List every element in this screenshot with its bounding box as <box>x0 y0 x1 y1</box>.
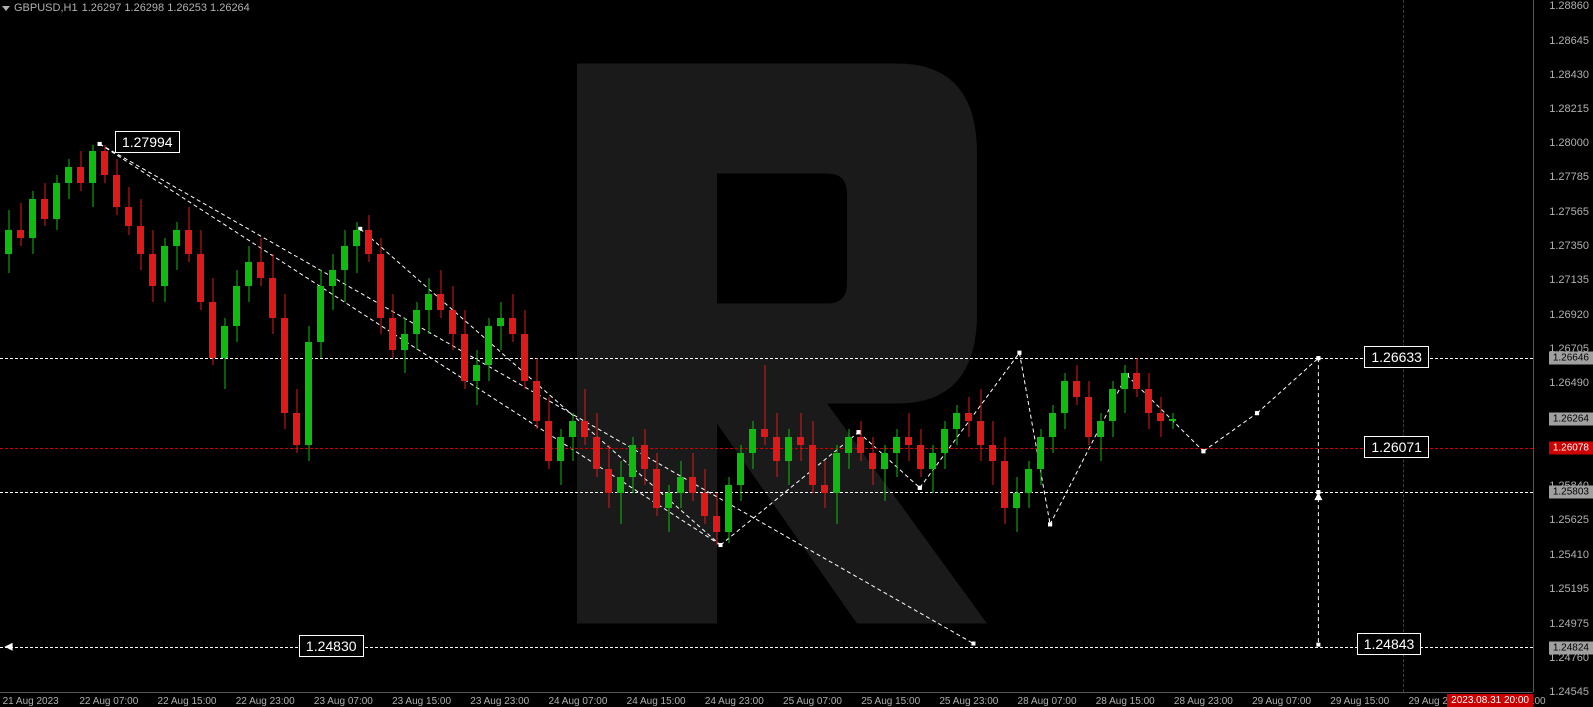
y-axis-tick-label: 1.24975 <box>1549 618 1589 630</box>
y-axis-price-marker: 1.26078 <box>1549 442 1593 455</box>
x-axis-tick-label: 22 Aug 07:00 <box>79 696 138 707</box>
y-axis-tick-label: 1.25195 <box>1549 583 1589 595</box>
x-axis-tick-label: 25 Aug 15:00 <box>861 696 920 707</box>
y-axis-price-marker: 1.26646 <box>1549 352 1593 365</box>
price-label-box: 1.24830 <box>299 635 364 657</box>
x-axis: 21 Aug 2023 22 Aug 07:00 22 Aug 15:00 22 Au… <box>0 692 1533 707</box>
y-axis-tick-label: 1.26920 <box>1549 309 1589 321</box>
x-axis-tick-label: 21 Aug 2023 <box>3 696 59 707</box>
horizontal-line <box>0 492 1533 493</box>
x-axis-tick-label: 25 Aug 07:00 <box>783 696 842 707</box>
horizontal-line <box>0 448 1533 449</box>
y-axis: 1.28860 1.28645 1.28430 1.28215 1.28000 1.277… <box>1533 0 1593 692</box>
price-label-box: 1.26633 <box>1364 346 1429 368</box>
x-axis-tick-label: 23 Aug 15:00 <box>392 696 451 707</box>
horizontal-line <box>0 358 1533 359</box>
x-axis-time-marker: 2023.08.31 20:00 <box>1447 694 1533 707</box>
x-axis-tick-label: 23 Aug 23:00 <box>470 696 529 707</box>
y-axis-tick-label: 1.28215 <box>1549 103 1589 115</box>
y-axis-tick-label: 1.27785 <box>1549 171 1589 183</box>
x-axis-tick-label: 29 Aug 07:00 <box>1252 696 1311 707</box>
y-axis-tick-label: 1.28645 <box>1549 35 1589 47</box>
y-axis-tick-label: 1.27350 <box>1549 240 1589 252</box>
price-label-box: 1.27994 <box>115 131 180 153</box>
x-axis-tick-label: 24 Aug 07:00 <box>548 696 607 707</box>
y-axis-price-marker: 1.25803 <box>1549 486 1593 499</box>
y-axis-tick-label: 1.24545 <box>1549 686 1589 698</box>
chart-overlay <box>0 0 1533 692</box>
x-axis-tick-label: 28 Aug 07:00 <box>1018 696 1077 707</box>
x-axis-tick-label: 25 Aug 23:00 <box>939 696 998 707</box>
x-axis-tick-label: 29 Aug 15:00 <box>1330 696 1389 707</box>
chart-container: GBPUSD,H1 1.26297 1.26298 1.26253 1.2626… <box>0 0 1593 707</box>
dropdown-arrow-icon[interactable] <box>2 6 10 11</box>
x-axis-tick-label: 28 Aug 23:00 <box>1174 696 1233 707</box>
horizontal-line <box>0 647 1533 648</box>
x-axis-tick-label: 24 Aug 23:00 <box>705 696 764 707</box>
y-axis-tick-label: 1.28860 <box>1549 0 1589 12</box>
plot-area[interactable]: 1.27994 1.26633 1.26071 1.24830 1.24843 <box>0 0 1533 692</box>
price-label-box: 1.26071 <box>1364 436 1429 458</box>
y-axis-tick-label: 1.27135 <box>1549 274 1589 286</box>
y-axis-tick-label: 1.27565 <box>1549 206 1589 218</box>
ohlc-label: 1.26297 1.26298 1.26253 1.26264 <box>82 2 250 14</box>
chart-header: GBPUSD,H1 1.26297 1.26298 1.26253 1.2626… <box>2 2 250 14</box>
y-axis-tick-label: 1.25625 <box>1549 514 1589 526</box>
y-axis-price-marker: 1.24824 <box>1549 641 1593 654</box>
y-axis-tick-label: 1.28430 <box>1549 69 1589 81</box>
x-axis-tick-label: 28 Aug 15:00 <box>1096 696 1155 707</box>
y-axis-tick-label: 1.25410 <box>1549 549 1589 561</box>
watermark-r-icon <box>527 64 1007 629</box>
x-axis-tick-label: 22 Aug 15:00 <box>158 696 217 707</box>
x-axis-tick-label: 23 Aug 07:00 <box>314 696 373 707</box>
y-axis-price-marker: 1.26264 <box>1549 412 1593 425</box>
x-axis-tick-label: 24 Aug 15:00 <box>627 696 686 707</box>
y-axis-tick-label: 1.26490 <box>1549 377 1589 389</box>
price-label-box: 1.24843 <box>1357 633 1422 655</box>
symbol-label: GBPUSD,H1 <box>14 2 78 14</box>
x-axis-tick-label: 22 Aug 23:00 <box>236 696 295 707</box>
y-axis-tick-label: 1.28000 <box>1549 137 1589 149</box>
